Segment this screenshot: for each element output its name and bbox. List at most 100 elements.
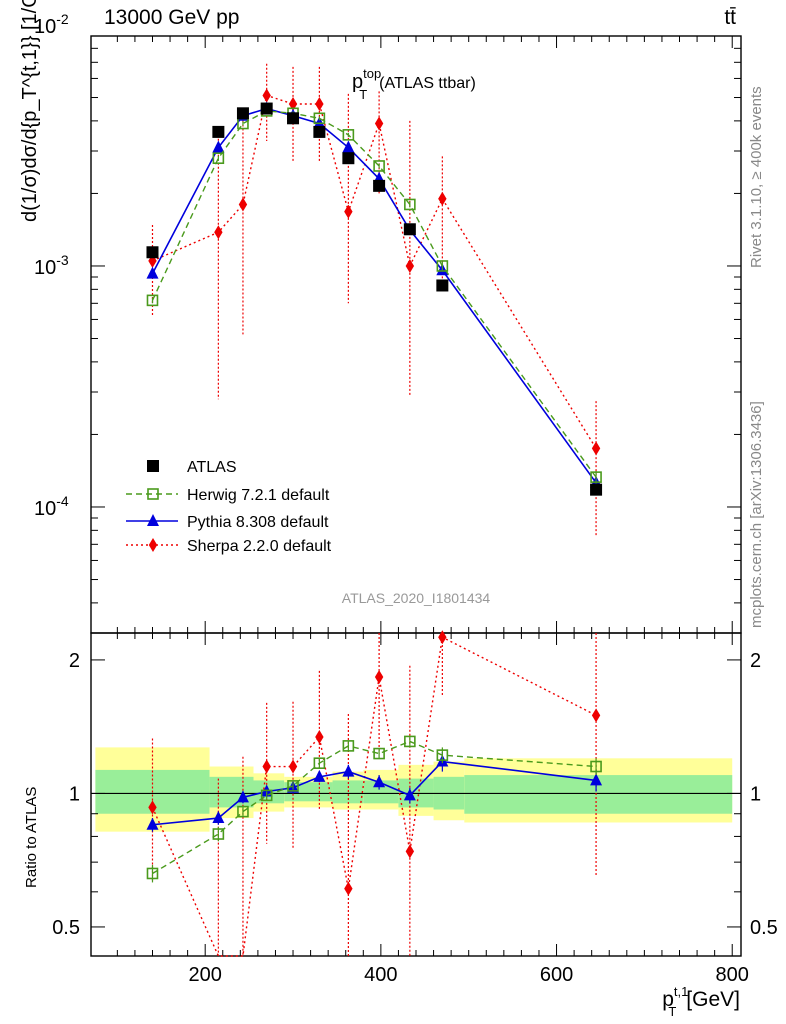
ratio-y-tick-label-right: 1 <box>750 783 761 805</box>
ratio-point <box>373 775 386 788</box>
main-point <box>373 160 385 172</box>
main-point <box>344 204 353 219</box>
x-tick-label: 200 <box>189 964 222 986</box>
y-tick-label: 10-3 <box>34 252 69 279</box>
legend-label: ATLAS <box>187 459 237 476</box>
ratio-point <box>313 769 326 782</box>
main-point <box>146 294 159 307</box>
main-point <box>146 246 159 259</box>
main-point <box>436 279 449 292</box>
svg-text:d(1/σ)dσ/d{p_T^{t,1}} [1/GeV]: d(1/σ)dσ/d{p_T^{t,1}} [1/GeV] <box>19 0 41 222</box>
ratio-point <box>288 759 298 774</box>
ratio-point <box>315 730 324 745</box>
ratio-point <box>148 800 157 815</box>
ratio-point <box>405 844 415 859</box>
legend-entry: Sherpa 2.2.0 default <box>126 538 332 555</box>
x-tick-label: 400 <box>364 964 397 986</box>
ratio-point <box>146 867 159 880</box>
legend-entry: ATLAS <box>147 459 237 476</box>
ratio-series <box>146 630 603 957</box>
svg-text:Ratio to ATLAS: Ratio to ATLAS <box>23 787 40 888</box>
ratio-point <box>313 757 326 769</box>
main-point <box>405 258 415 273</box>
ratio-point <box>436 749 449 761</box>
ratio-series-herwig-7-2-1-default <box>146 735 602 883</box>
main-point <box>591 441 601 456</box>
energy-label: 13000 GeV pp <box>104 6 240 29</box>
main-point <box>342 152 355 165</box>
ratio-y-axis-label: Ratio to ATLAS <box>23 787 40 888</box>
legend-marker <box>147 488 159 500</box>
main-point <box>214 225 223 240</box>
ratio-uncertainty-bands <box>95 747 733 832</box>
main-point <box>438 191 447 206</box>
main-point <box>315 96 324 111</box>
legend-label: Pythia 8.308 default <box>187 514 329 531</box>
main-point <box>590 471 602 483</box>
ratio-point <box>590 773 603 786</box>
ratio-point <box>374 670 384 685</box>
y-tick-label: 10-4 <box>34 493 69 520</box>
main-point <box>212 152 225 165</box>
main-point <box>403 223 416 236</box>
legend-entry: Pythia 8.308 default <box>126 514 329 531</box>
inner-band-bin <box>209 776 254 808</box>
legend-marker <box>148 538 158 552</box>
legend-entry: Herwig 7.2.1 default <box>126 487 330 504</box>
x-axis-label: pt,1 T[GeV] <box>662 984 740 1019</box>
main-point <box>212 125 225 138</box>
main-point <box>374 116 384 131</box>
main-y-axis-label: d(1/σ)dσ/d{p_T^{t,1}} [1/GeV] <box>19 0 41 222</box>
x-tick-label: 600 <box>540 964 573 986</box>
ratio-point <box>212 811 225 824</box>
ratio-point <box>590 760 602 773</box>
ratio-point <box>591 708 601 723</box>
main-series-herwig-7-2-1-default <box>146 105 602 484</box>
ratio-point <box>146 817 159 830</box>
main-point <box>260 102 273 115</box>
ratio-y-tick-label: 0.5 <box>52 917 80 939</box>
main-point <box>146 266 159 279</box>
ratio-point <box>212 828 225 840</box>
ratio-y-tick-label-right: 2 <box>750 650 761 672</box>
ratio-point <box>236 790 249 803</box>
process-label: tt̄ <box>724 6 736 29</box>
ratio-y-tick-label-right: 0.5 <box>750 917 778 939</box>
legend-marker <box>147 514 159 526</box>
ratio-point <box>342 740 355 752</box>
ratio-series-pythia-8-308-default <box>146 752 603 832</box>
axis-ticks: 200 400 600 800 10-2 10-3 10-4 0.5 0.5 1 1 2 2 <box>34 11 778 986</box>
y-tick-label: 10-2 <box>34 11 69 38</box>
main-point <box>404 198 416 211</box>
main-point <box>212 140 225 153</box>
main-point <box>373 179 386 192</box>
main-point <box>238 197 248 212</box>
ratio-series-sherpa-2-2-0-default <box>148 630 601 957</box>
legend-label: Herwig 7.2.1 default <box>187 487 330 504</box>
analysis-label: ATLAS_2020_I1801434 <box>342 590 491 606</box>
main-line <box>151 110 597 478</box>
plot-title: ptop T(ATLAS ttbar) <box>352 66 476 102</box>
main-point <box>590 483 603 496</box>
main-series-pythia-8-308-default <box>146 101 603 488</box>
ratio-point <box>438 630 447 645</box>
main-series-atlas <box>146 102 603 496</box>
main-point <box>313 125 326 138</box>
legend-marker <box>147 460 159 472</box>
legend: ATLAS Herwig 7.2.1 default Pythia 8.308 de… <box>126 459 332 555</box>
ratio-line <box>151 636 597 957</box>
legend-label: Sherpa 2.2.0 default <box>187 538 332 555</box>
main-point <box>342 140 355 153</box>
ratio-point <box>403 788 416 801</box>
main-point <box>262 88 271 103</box>
ratio-point <box>260 789 273 802</box>
main-point <box>436 260 449 272</box>
ratio-point <box>344 881 353 896</box>
main-point <box>342 129 355 141</box>
ratio-point <box>404 735 416 748</box>
ratio-y-tick-label: 2 <box>69 650 80 672</box>
ratio-point <box>342 764 355 777</box>
main-series <box>146 63 603 538</box>
main-point <box>236 107 249 120</box>
